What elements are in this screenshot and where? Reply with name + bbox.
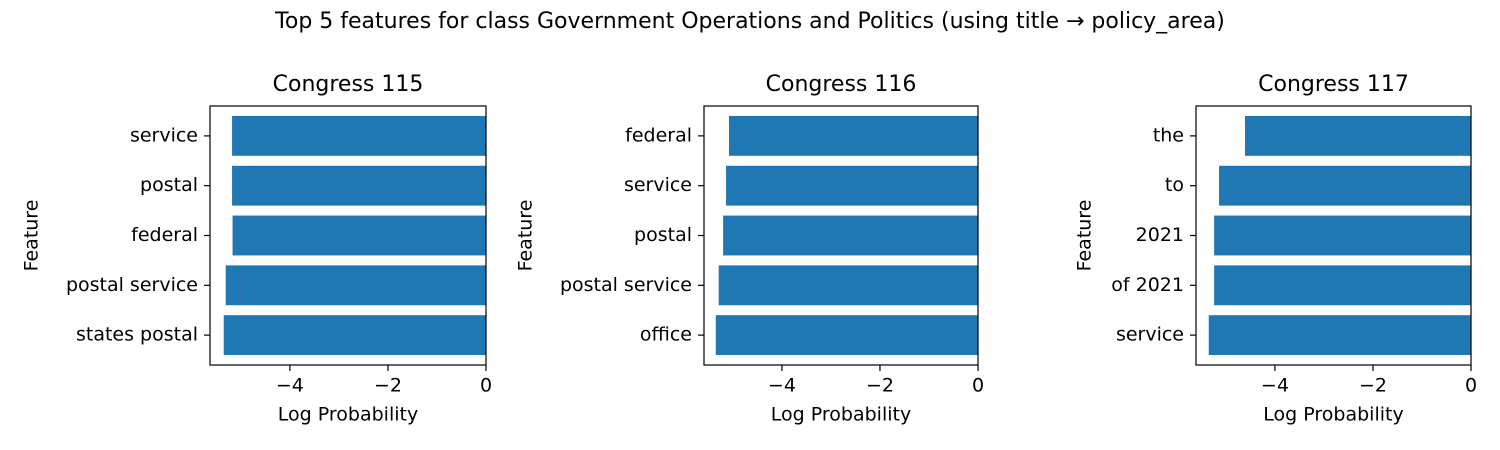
bar — [1214, 215, 1471, 256]
y-tick-label: postal service — [66, 274, 198, 296]
bar — [232, 215, 486, 256]
x-axis-label: Log Probability — [1263, 404, 1403, 426]
subplot: the to 2021 of 2021 service −4 −2 0 Congress 117… — [1074, 72, 1478, 426]
x-tick-label: −4 — [768, 375, 796, 397]
subplot-title: Congress 115 — [273, 72, 424, 97]
axes-frame — [1195, 105, 1472, 366]
x-tick-label: 0 — [972, 375, 984, 397]
y-tick-label: the — [1153, 124, 1184, 146]
y-tick-label: service — [1116, 324, 1184, 346]
bar — [1214, 265, 1471, 306]
y-tick-label: postal — [140, 174, 198, 196]
bar — [232, 115, 486, 156]
figure-title: Top 5 features for class Government Oper… — [274, 9, 1225, 34]
y-tick-label: federal — [625, 124, 692, 146]
axes-frame — [209, 105, 487, 366]
y-axis-label: Feature — [21, 200, 43, 272]
bar — [718, 265, 978, 306]
bar — [1219, 165, 1471, 206]
y-tick-label: of 2021 — [1111, 274, 1184, 296]
subplot: service postal federal postal service states… — [21, 72, 493, 426]
y-tick-label: postal service — [560, 274, 692, 296]
x-tick-label: 0 — [1465, 375, 1477, 397]
bar — [223, 315, 486, 356]
x-tick-label: −2 — [866, 375, 894, 397]
bar — [728, 115, 978, 156]
y-axis-label: Feature — [1074, 200, 1096, 272]
y-tick-label: postal — [634, 224, 692, 246]
x-tick-label: −4 — [276, 375, 304, 397]
x-tick-label: −2 — [374, 375, 402, 397]
bar — [715, 315, 978, 356]
y-tick-label: 2021 — [1136, 224, 1184, 246]
y-tick-label: service — [624, 174, 692, 196]
subplot: federal service postal postal service office… — [515, 72, 985, 426]
x-axis-label: Log Probability — [278, 404, 418, 426]
y-tick-label: service — [130, 124, 198, 146]
x-axis-label: Log Probability — [771, 404, 911, 426]
x-tick-label: −4 — [1261, 375, 1289, 397]
x-tick-label: −2 — [1359, 375, 1387, 397]
axes-frame — [703, 105, 979, 366]
subplot-title: Congress 117 — [1258, 72, 1409, 97]
bar — [723, 215, 978, 256]
bar — [225, 265, 487, 306]
bar — [1208, 315, 1471, 356]
bar — [726, 165, 978, 206]
x-tick-label: 0 — [480, 375, 492, 397]
subplot-title: Congress 116 — [766, 72, 917, 97]
y-tick-label: to — [1165, 174, 1184, 196]
y-tick-label: states postal — [76, 324, 198, 346]
y-tick-label: federal — [131, 224, 198, 246]
y-axis-label: Feature — [515, 200, 537, 272]
bar — [1245, 115, 1471, 156]
y-tick-label: office — [640, 324, 692, 346]
bar — [232, 165, 486, 206]
